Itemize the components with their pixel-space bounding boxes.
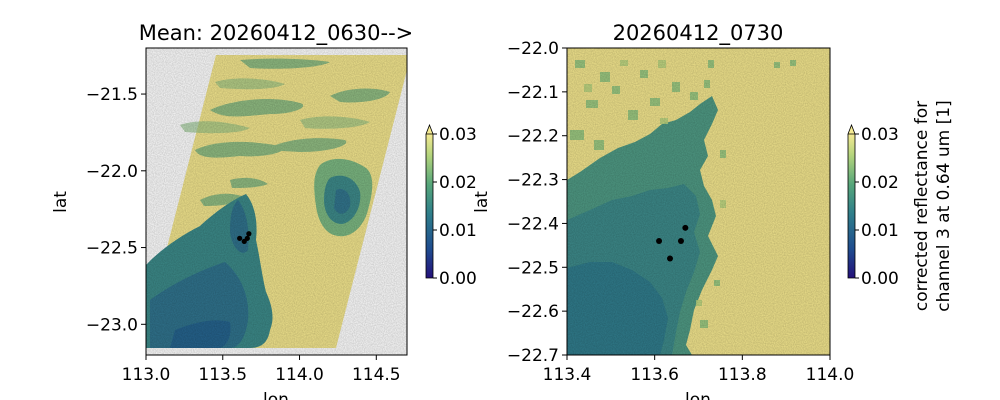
data-point xyxy=(667,255,674,262)
ylabel-left: lat xyxy=(51,191,71,213)
y-tick-label: −22.7 xyxy=(507,346,559,366)
colorbar-right: 0.00 0.01 0.02 0.03 corrected reflectance f… xyxy=(847,100,954,312)
x-tick-label: 114.5 xyxy=(352,365,401,385)
colorbar-label-line2: channel 3 at 0.64 um [1] xyxy=(934,100,954,311)
colorbar-right-ticks: 0.00 0.01 0.02 0.03 xyxy=(855,125,899,289)
colorbar-tick-label: 0.00 xyxy=(861,269,899,289)
colorbar-tick-label: 0.00 xyxy=(439,269,477,289)
colorbar-tick-label: 0.01 xyxy=(861,221,899,241)
colorbar-tick-label: 0.02 xyxy=(439,173,477,193)
data-point xyxy=(237,235,243,241)
colorbar-left-ticks: 0.00 0.01 0.02 0.03 xyxy=(433,125,477,289)
panel-0730: 113.4 113.6 113.8 114.0 −22.0 −22.1 −22.2 −22.3… xyxy=(472,21,854,400)
y-tick-label: −22.4 xyxy=(507,214,559,234)
colorbar-tick-label: 0.03 xyxy=(861,125,899,145)
title-left: Mean: 20260412_0630--> xyxy=(139,21,414,46)
axes-frame-left xyxy=(145,47,408,356)
y-tick-label: −21.5 xyxy=(86,85,138,105)
panel-mean: 113.0 113.5 114.0 114.5 −21.5 −22.0 −22.5 −23.0… xyxy=(51,21,413,400)
map-right-image xyxy=(567,48,830,355)
data-point xyxy=(677,237,684,244)
x-tick-label: 113.5 xyxy=(198,365,247,385)
points-right xyxy=(656,224,689,262)
axes-frame-right xyxy=(566,47,831,356)
y-tick-label: −22.5 xyxy=(86,239,138,259)
y-tick-label: −22.3 xyxy=(507,171,559,191)
xlabel-left: lon xyxy=(263,390,289,400)
colorbar-tick-label: 0.02 xyxy=(861,173,899,193)
data-point xyxy=(246,231,252,237)
ticks-left: 113.0 113.5 114.0 114.5 −21.5 −22.0 −22.5 −23.0 xyxy=(86,85,401,385)
colorbar-tick-label: 0.01 xyxy=(439,221,477,241)
data-point xyxy=(682,224,689,231)
colorbar-left: 0.00 0.01 0.02 0.03 xyxy=(425,123,477,289)
data-point xyxy=(244,235,250,241)
points-left xyxy=(237,231,252,245)
x-tick-label: 114.0 xyxy=(275,365,324,385)
title-right: 20260412_0730 xyxy=(613,21,784,46)
ticks-right: 113.4 113.6 113.8 114.0 −22.0 −22.1 −22.2 −22.3… xyxy=(507,39,854,385)
data-point xyxy=(656,237,663,244)
x-tick-label: 114.0 xyxy=(806,365,855,385)
y-tick-label: −23.0 xyxy=(86,315,138,335)
y-tick-label: −22.1 xyxy=(507,83,559,103)
colorbar-tick-label: 0.03 xyxy=(439,125,477,145)
y-tick-label: −22.2 xyxy=(507,127,559,147)
x-tick-label: 113.4 xyxy=(543,365,592,385)
x-tick-label: 113.8 xyxy=(718,365,767,385)
y-tick-label: −22.6 xyxy=(507,302,559,322)
y-tick-label: −22.0 xyxy=(86,162,138,182)
map-left-image xyxy=(146,48,407,355)
x-tick-label: 113.0 xyxy=(122,365,171,385)
ylabel-right: lat xyxy=(472,191,492,213)
x-tick-label: 113.6 xyxy=(630,365,679,385)
y-tick-label: −22.0 xyxy=(507,39,559,59)
xlabel-right: lon xyxy=(685,390,711,400)
colorbar-label-line1: corrected reflectance for xyxy=(912,101,932,311)
y-tick-label: −22.5 xyxy=(507,258,559,278)
